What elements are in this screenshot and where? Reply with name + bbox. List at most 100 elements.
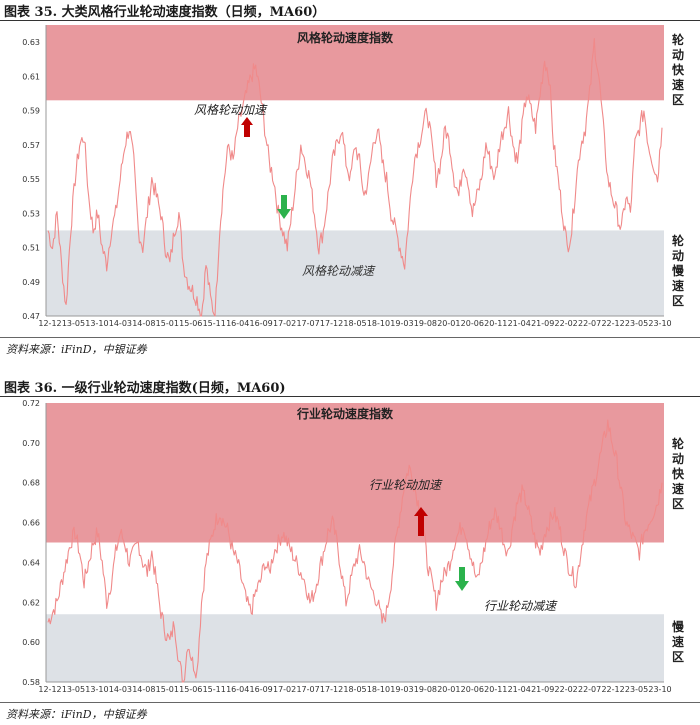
x-tick-label: 22-02 [555,319,578,328]
y-tick-label: 0.55 [22,175,40,184]
x-tick-label: 16-04 [226,685,249,694]
x-tick-label: 16-09 [250,685,273,694]
x-tick-label: 14-08 [132,319,155,328]
x-tick-label: 13-10 [85,319,108,328]
x-tick-label: 16-09 [250,319,273,328]
x-tick-label: 17-12 [320,319,343,328]
figure1-chart: 0.47 0.49 0.51 0.53 0.55 0.57 0.59 0.61 0.63 12-… [22,25,672,328]
x-tick-label: 19-03 [390,319,413,328]
x-tick-label: 12-12 [38,319,61,328]
figure2-bottom-rule [0,702,700,703]
x-tick-label: 18-05 [343,319,366,328]
y-tick-label: 0.68 [22,479,40,488]
index-series-line [47,419,663,683]
index-series-line [47,37,663,317]
fast-zone-band [46,403,664,543]
x-tick-label: 22-02 [555,685,578,694]
x-tick-label: 14-03 [109,319,132,328]
x-tick-label: 22-07 [578,685,601,694]
x-tick-label: 18-05 [343,685,366,694]
x-tick-label: 20-06 [461,685,484,694]
y-tick-label: 0.51 [22,244,40,253]
y-tick-label: 0.70 [22,439,40,448]
annotation-decelerate: 风格轮动减速 [302,264,376,278]
x-tick-label: 20-11 [484,685,507,694]
x-tick-label: 15-11 [203,319,226,328]
x-tick-label: 21-09 [531,319,554,328]
fast-band-label: 风格轮动速度指数 [297,30,394,45]
y-tick-label: 0.57 [22,141,40,150]
figure2-slow-zone-label: 慢速区 [671,620,684,664]
x-tick-label: 23-10 [648,685,671,694]
y-tick-label: 0.53 [22,209,40,218]
up-arrow-icon [414,507,428,536]
x-tick-label: 12-12 [38,685,61,694]
x-tick-label: 21-04 [508,319,531,328]
x-tick-label: 19-03 [390,685,413,694]
x-tick-label: 20-06 [461,319,484,328]
figure1-slow-zone-label: 轮动慢速区 [671,234,684,308]
y-tick-label: 0.64 [22,558,40,567]
x-tick-label: 20-01 [437,319,460,328]
x-tick-label: 15-11 [203,685,226,694]
x-tick-label: 23-10 [648,319,671,328]
figure2-title-rule [0,396,700,397]
x-tick-label: 13-05 [62,685,85,694]
x-tick-label: 13-10 [85,685,108,694]
y-tick-label: 0.47 [22,312,40,321]
x-tick-label: 17-02 [273,685,296,694]
x-tick-label: 15-06 [179,685,202,694]
figure1-title-rule [0,20,700,21]
figure2-source: 资料来源：iFinD，中银证券 [6,708,147,721]
x-tick-label: 17-12 [320,685,343,694]
x-tick-label: 23-05 [625,685,648,694]
figure2-title: 图表 36. 一级行业轮动速度指数(日频，MA60) [4,381,286,396]
x-tick-label: 17-07 [296,685,319,694]
x-tick-label: 20-01 [437,685,460,694]
annotation-accelerate: 风格轮动加速 [194,103,268,117]
slow-zone-band [46,614,664,682]
up-arrow-icon [241,117,253,137]
y-tick-label: 0.59 [22,107,40,116]
annotation-accelerate: 行业轮动加速 [369,478,443,492]
slow-zone-band [46,230,664,316]
x-tick-label: 22-12 [601,685,624,694]
fast-zone-band [46,25,664,101]
x-tick-label: 21-04 [508,685,531,694]
x-tick-label: 17-07 [296,319,319,328]
y-tick-label: 0.60 [22,638,40,647]
y-tick-label: 0.61 [22,72,40,81]
x-tick-label: 19-08 [414,685,437,694]
fast-band-label: 行业轮动速度指数 [296,406,394,421]
x-tick-label: 15-01 [156,319,179,328]
x-tick-label: 22-12 [601,319,624,328]
x-tick-label: 14-03 [109,685,132,694]
y-tick-label: 0.72 [22,399,40,408]
annotation-decelerate: 行业轮动减速 [484,599,558,613]
figure1-bottom-rule [0,337,700,338]
y-tick-label: 0.66 [22,519,40,528]
x-tick-label: 13-05 [62,319,85,328]
x-tick-label: 19-08 [414,319,437,328]
y-tick-label: 0.63 [22,38,40,47]
x-tick-label: 15-06 [179,319,202,328]
x-tick-label: 15-01 [156,685,179,694]
x-tick-label: 18-10 [367,319,390,328]
x-tick-label: 17-02 [273,319,296,328]
y-tick-label: 0.49 [22,278,40,287]
figure1-source: 资料来源：iFinD，中银证券 [6,343,147,356]
figure1-title: 图表 35. 大类风格行业轮动速度指数（日频，MA60） [4,5,326,20]
y-tick-label: 0.58 [22,678,40,687]
x-tick-label: 20-11 [484,319,507,328]
figure2-chart: 0.580.600.620.640.660.680.700.72 12-12 13… [22,399,671,694]
x-tick-label: 14-08 [132,685,155,694]
down-arrow-icon [455,567,469,591]
x-tick-label: 18-10 [367,685,390,694]
figure2-fast-zone-label: 轮动快速区 [671,437,684,511]
x-tick-label: 21-09 [531,685,554,694]
down-arrow-icon [277,195,291,219]
x-tick-label: 16-04 [226,319,249,328]
figure1-fast-zone-label: 轮动快速区 [671,33,684,107]
x-tick-label: 22-07 [578,319,601,328]
x-tick-label: 23-05 [625,319,648,328]
